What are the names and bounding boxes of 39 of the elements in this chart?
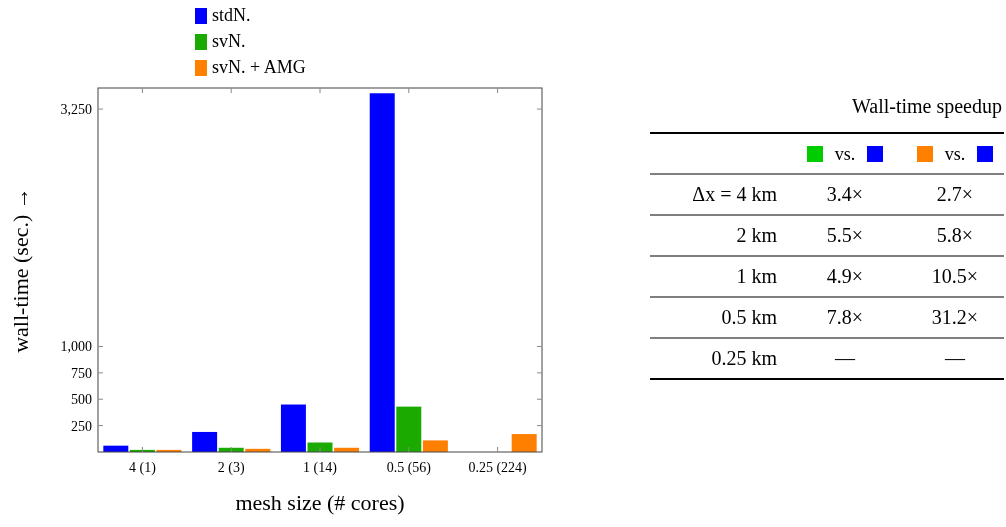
y-tick-label: 500 xyxy=(71,392,92,408)
legend-label: svN. + AMG xyxy=(212,57,306,77)
x-tick-label: 4 (1) xyxy=(128,460,157,476)
y-tick-label: 1,000 xyxy=(60,339,92,355)
category-label: 2 km xyxy=(736,224,777,246)
category-label: vs. xyxy=(834,144,856,164)
y-tick-label: 750 xyxy=(71,365,92,381)
bar xyxy=(192,431,218,452)
text: — xyxy=(945,347,965,369)
x-tick-label: 1 (14) xyxy=(303,460,338,476)
bar xyxy=(369,93,395,452)
legend-label: stdN. xyxy=(212,5,251,25)
text: Wall-time speedup xyxy=(851,95,1002,118)
legend-label: svN. xyxy=(212,31,246,51)
bar xyxy=(422,440,448,452)
x-tick-label: 2 (3) xyxy=(217,460,245,476)
y-tick-label: 250 xyxy=(71,418,92,434)
category-label: 1 km xyxy=(736,265,777,287)
x-tick-label: 0.25 (224) xyxy=(468,460,528,476)
text: 5.8× xyxy=(936,224,974,246)
text: 3.4× xyxy=(826,183,864,205)
y-tick-label: 3,250 xyxy=(60,102,92,117)
bar xyxy=(511,434,537,452)
text: 4.9× xyxy=(826,265,864,287)
x-tick-label: 0.5 (56) xyxy=(386,460,432,476)
text: — xyxy=(835,347,855,369)
bar xyxy=(396,406,422,452)
text: 2.7× xyxy=(936,183,974,205)
text: 7.8× xyxy=(826,306,864,328)
category-label: vs. xyxy=(944,144,966,164)
y-axis-title: wall-time (sec.) → xyxy=(8,187,33,353)
bar xyxy=(280,404,306,452)
text: 5.5× xyxy=(826,224,864,246)
category-label: 0.25 km xyxy=(711,347,777,369)
x-axis-title: mesh size (# cores) xyxy=(235,490,405,515)
text: 10.5× xyxy=(931,265,979,287)
text: 31.2× xyxy=(931,306,979,328)
category-label: 0.5 km xyxy=(721,306,777,328)
category-label: Δx = 4 km xyxy=(692,183,777,205)
